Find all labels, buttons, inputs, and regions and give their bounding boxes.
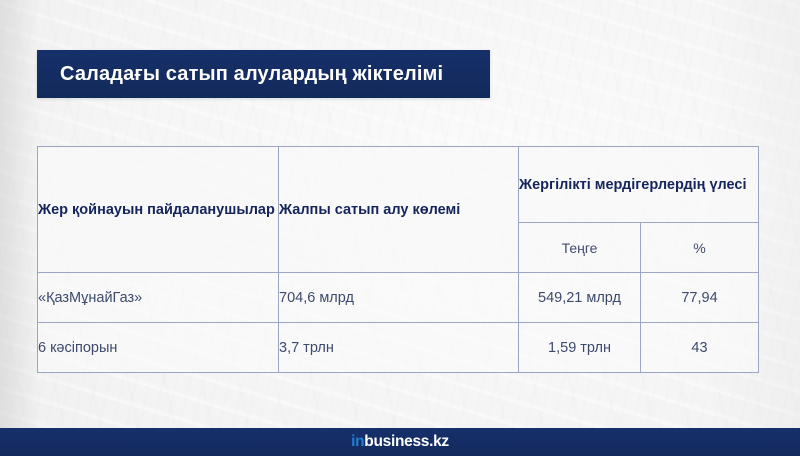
cell-local-percent: 43 bbox=[640, 322, 759, 373]
table-header-row: Жер қойнауын пайдаланушылар Жалпы сатып … bbox=[37, 146, 759, 273]
procurement-table: Жер қойнауын пайдаланушылар Жалпы сатып … bbox=[37, 146, 759, 373]
column-header-subsoil-users: Жер қойнауын пайдаланушылар bbox=[37, 146, 279, 273]
table-row: 6 кәсіпорын 3,7 трлн 1,59 трлн 43 bbox=[37, 322, 759, 373]
column-header-local-share-group: Жергілікті мердігерлердің үлесі bbox=[518, 146, 759, 223]
title-banner: Саладағы сатып алулардың жіктелімі bbox=[37, 50, 490, 98]
column-header-total-volume: Жалпы сатып алу көлемі bbox=[278, 146, 519, 273]
column-subheader-percent: % bbox=[640, 222, 759, 273]
cell-entity: 6 кәсіпорын bbox=[37, 322, 279, 373]
inbusiness-logo: inbusiness.kz bbox=[351, 434, 449, 450]
logo-suffix: business.kz bbox=[364, 433, 449, 451]
cell-local-percent: 77,94 bbox=[640, 272, 759, 323]
logo-prefix: in bbox=[351, 433, 365, 451]
footer-bar: inbusiness.kz bbox=[0, 428, 800, 456]
cell-total-volume: 3,7 трлн bbox=[278, 322, 519, 373]
cell-local-tenge: 1,59 трлн bbox=[518, 322, 641, 373]
table-row: «ҚазМұнайГаз» 704,6 млрд 549,21 млрд 77,… bbox=[37, 272, 759, 323]
cell-local-tenge: 549,21 млрд bbox=[518, 272, 641, 323]
table-subheader-row: Теңге % bbox=[38, 222, 759, 273]
column-subheader-tenge: Теңге bbox=[518, 222, 641, 273]
page-title: Саладағы сатып алулардың жіктелімі bbox=[60, 62, 444, 85]
cell-total-volume: 704,6 млрд bbox=[278, 272, 519, 323]
data-table-container: Жер қойнауын пайдаланушылар Жалпы сатып … bbox=[37, 146, 759, 373]
cell-entity: «ҚазМұнайГаз» bbox=[37, 272, 279, 323]
